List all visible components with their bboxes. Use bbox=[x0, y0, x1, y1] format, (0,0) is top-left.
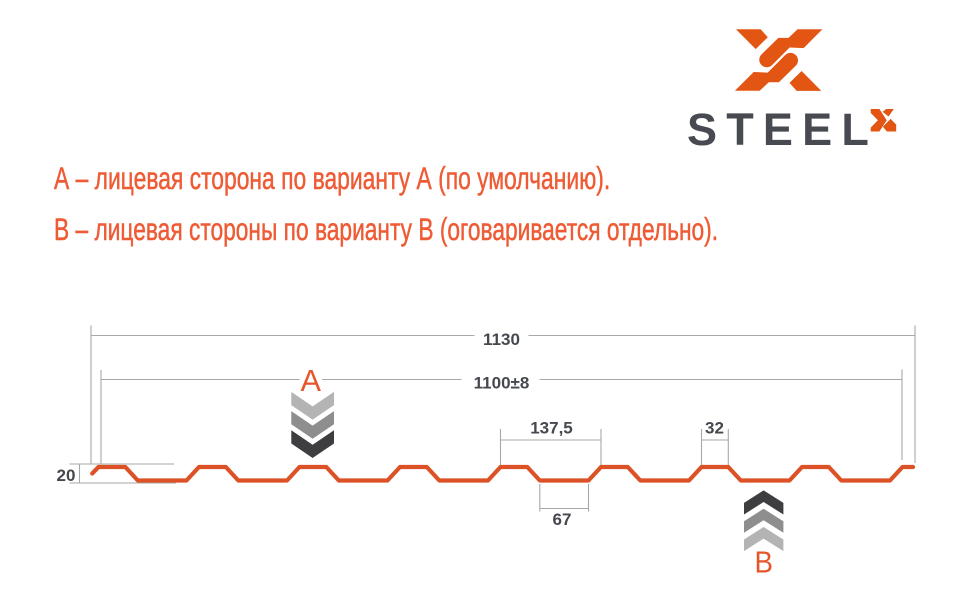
svg-text:В: В bbox=[755, 544, 774, 579]
svg-text:А: А bbox=[301, 363, 322, 398]
svg-text:32: 32 bbox=[705, 419, 724, 438]
svg-text:20: 20 bbox=[57, 466, 76, 485]
svg-text:1130: 1130 bbox=[483, 330, 520, 349]
svg-text:137,5: 137,5 bbox=[530, 419, 573, 438]
svg-text:1100±8: 1100±8 bbox=[474, 374, 530, 393]
svg-text:67: 67 bbox=[553, 510, 572, 529]
